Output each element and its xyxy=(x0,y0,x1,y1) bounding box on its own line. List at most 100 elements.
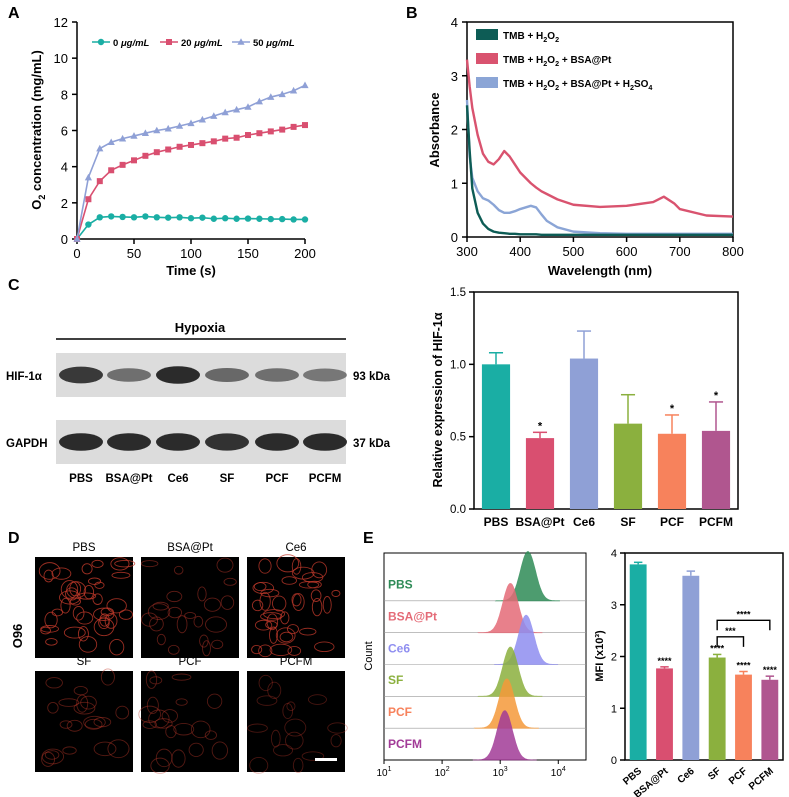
blot-band xyxy=(107,433,151,451)
a-point xyxy=(108,167,115,174)
e-ytick-label: 2 xyxy=(611,652,617,664)
micro-cell-outline xyxy=(292,593,305,611)
western-blot: Hypoxia HIF-1α 93 kDa GAPDH 37 kDa PBS BSA@P… xyxy=(6,320,391,485)
blot-lane-label: BSA@Pt xyxy=(106,473,153,485)
panel-letter-c: C xyxy=(8,277,20,294)
micro-cell-outline xyxy=(45,677,63,689)
micro-cell-outline xyxy=(152,601,169,611)
a-ytick-label: 12 xyxy=(54,15,68,30)
a-point xyxy=(141,129,149,137)
micro-cell-outline xyxy=(148,709,170,729)
blot-lane-label: Ce6 xyxy=(167,473,188,485)
c-bar xyxy=(569,358,599,509)
micro-cell-outline xyxy=(94,581,105,589)
micro-cell-outline xyxy=(273,744,294,757)
micro-cell-outline xyxy=(223,577,237,586)
a-point xyxy=(107,138,115,146)
label-part: O xyxy=(547,31,555,42)
blot-band xyxy=(255,433,299,451)
e-bar xyxy=(629,564,647,760)
a-xtick-label: 0 xyxy=(73,246,80,261)
a-legend-unit: μg/mL xyxy=(193,38,223,49)
a-point xyxy=(290,86,298,94)
a-point xyxy=(188,141,194,148)
b-legend-label: TMB + H2O2 xyxy=(503,31,559,44)
a-ytick-label: 2 xyxy=(61,196,68,211)
blot-header: Hypoxia xyxy=(175,320,226,335)
micro-tile xyxy=(247,671,345,772)
a-point xyxy=(221,108,229,116)
a-point xyxy=(233,134,240,141)
micro-cell-outline xyxy=(62,746,77,755)
micro-cell-outline xyxy=(69,581,82,597)
micro-cell-outline xyxy=(190,720,211,739)
a-ytick-label: 6 xyxy=(61,124,68,139)
e-significance: **** xyxy=(710,643,725,653)
label-part: 4 xyxy=(648,83,652,92)
e-bar xyxy=(708,657,726,760)
micro-cell-outline xyxy=(314,641,335,653)
a-y-axis-label: O2 concentration (mg/mL) xyxy=(29,50,47,210)
e-bar xyxy=(735,674,752,760)
micro-cell-outline xyxy=(292,757,304,774)
label-part: 2 xyxy=(543,83,547,92)
b-ytick-label: 1 xyxy=(451,176,458,191)
a-legend-marker xyxy=(237,38,245,45)
micro-cell-outline xyxy=(269,626,278,644)
flow-series-label: PCFM xyxy=(388,737,422,751)
micro-cell-outline xyxy=(110,557,130,571)
micro-cell-outline xyxy=(83,715,106,729)
e-bar xyxy=(761,679,779,760)
a-point xyxy=(301,81,309,89)
c-significance: * xyxy=(714,390,719,402)
micro-cell-outline xyxy=(251,644,263,655)
micro-cell-outline xyxy=(60,580,79,599)
b-series-line xyxy=(465,105,733,237)
c-bar xyxy=(701,430,731,509)
label-part: + BSA@Pt xyxy=(559,55,612,66)
a-point xyxy=(119,134,127,142)
micro-cell-outline xyxy=(258,558,272,574)
a-point xyxy=(108,213,115,220)
micro-cell-outline xyxy=(258,674,273,692)
micro-title: Ce6 xyxy=(285,542,306,554)
a-point xyxy=(119,161,126,168)
scale-bar xyxy=(315,758,337,761)
micro-cell-outline xyxy=(249,756,269,774)
micro-row-label: O96 xyxy=(10,624,25,649)
e-bracket xyxy=(716,636,745,647)
blot-lane-label: SF xyxy=(220,473,235,485)
micro-cell-outline xyxy=(171,673,192,681)
micro-cell-outline xyxy=(287,645,302,656)
c-bar xyxy=(481,364,511,509)
c-y-axis-label: Relative expression of HIF-1α xyxy=(431,312,445,487)
label-part: 2 xyxy=(555,83,559,92)
a-point xyxy=(210,112,218,119)
b-legend-swatch xyxy=(476,53,498,64)
micro-cell-outline xyxy=(81,563,93,575)
a-xtick-label: 150 xyxy=(237,246,259,261)
blot-size-label: 37 kDa xyxy=(353,438,391,450)
a-point xyxy=(290,216,297,223)
a-point xyxy=(85,221,92,228)
micro-tile xyxy=(141,557,239,658)
blot-band xyxy=(303,368,347,382)
micro-cell-outline xyxy=(171,749,186,768)
a-point xyxy=(131,157,137,164)
micro-cell-outline xyxy=(275,627,296,644)
micro-cell-outline xyxy=(100,607,114,617)
micro-cell-outline xyxy=(44,611,58,629)
b-xtick-label: 700 xyxy=(669,244,691,259)
label-part: TMB + H xyxy=(503,55,543,66)
a-point xyxy=(96,144,104,152)
a-point xyxy=(187,119,195,127)
b-xtick-label: 400 xyxy=(509,244,531,259)
flow-histogram xyxy=(473,678,539,729)
a-legend-num: 20 xyxy=(181,38,194,49)
micro-tile xyxy=(141,671,239,772)
b-series-line xyxy=(465,59,734,218)
flow-tick-base: 10 xyxy=(493,768,505,779)
a-point xyxy=(153,149,160,156)
a-point xyxy=(119,213,126,221)
